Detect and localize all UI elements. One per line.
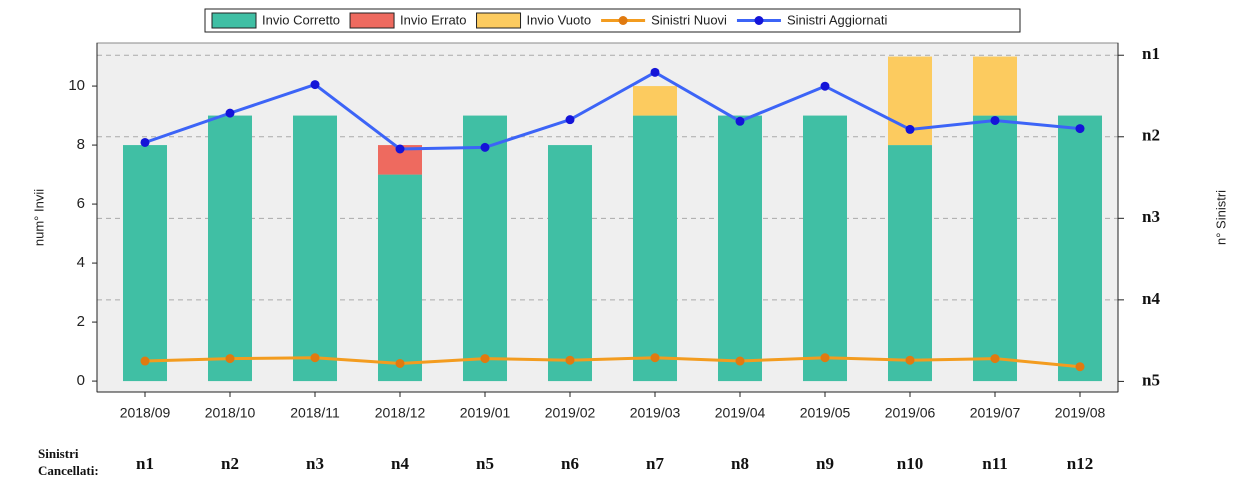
- footer-value: n9: [816, 454, 834, 473]
- footer-value: n11: [982, 454, 1008, 473]
- x-tick-label: 2019/07: [970, 405, 1021, 421]
- point: [310, 80, 320, 90]
- footer-value: n4: [391, 454, 409, 473]
- legend-marker: [618, 16, 628, 25]
- y-axis-title: num° Invii: [31, 189, 46, 246]
- y2-tick-label: n4: [1142, 289, 1160, 308]
- y-tick-label: 6: [77, 195, 85, 212]
- point: [140, 137, 150, 147]
- legend-marker: [754, 16, 764, 25]
- x-tick-label: 2018/10: [205, 405, 256, 421]
- legend-label: Invio Corretto: [262, 12, 340, 27]
- point: [480, 142, 490, 152]
- legend-label: Sinistri Nuovi: [651, 12, 727, 27]
- point: [820, 81, 830, 91]
- x-tick-label: 2019/08: [1055, 405, 1106, 421]
- y2-tick-label: n1: [1142, 44, 1160, 63]
- bar: [633, 86, 677, 116]
- footer-value: n5: [476, 454, 494, 473]
- bar: [208, 115, 252, 382]
- x-tick-label: 2019/02: [545, 405, 596, 421]
- legend-label: Sinistri Aggiornati: [787, 12, 888, 27]
- footer-value: n7: [646, 454, 664, 473]
- footer-value: n3: [306, 454, 324, 473]
- bar: [1058, 115, 1102, 382]
- y-tick-label: 4: [77, 254, 85, 271]
- point: [990, 115, 1000, 125]
- x-tick-label: 2018/12: [375, 405, 426, 421]
- bar: [378, 174, 422, 382]
- bar: [123, 145, 167, 382]
- point: [395, 144, 405, 154]
- point: [140, 356, 150, 366]
- footer-value: n1: [136, 454, 154, 473]
- footer-label: Cancellati:: [38, 463, 99, 478]
- bar: [973, 56, 1017, 116]
- x-tick-label: 2019/03: [630, 405, 681, 421]
- bar: [293, 115, 337, 382]
- bar: [463, 115, 507, 382]
- point: [1075, 362, 1085, 372]
- point: [225, 354, 235, 364]
- footer-value: n6: [561, 454, 579, 473]
- y2-tick-label: n5: [1142, 370, 1160, 389]
- footer-value: n10: [897, 454, 923, 473]
- legend-label: Invio Errato: [400, 12, 466, 27]
- y-tick-label: 2: [77, 313, 85, 330]
- footer-value: n8: [731, 454, 749, 473]
- point: [735, 356, 745, 366]
- point: [395, 358, 405, 368]
- point: [480, 354, 490, 364]
- line: [144, 356, 1081, 369]
- point: [735, 116, 745, 126]
- x-tick-label: 2019/05: [800, 405, 851, 421]
- legend: Invio Corretto Invio Errato Invio Vuoto Sin…: [204, 8, 1021, 33]
- footer-label: Sinistri: [38, 446, 79, 461]
- point: [310, 353, 320, 363]
- point: [990, 354, 1000, 364]
- x-tick-label: 2018/11: [290, 405, 340, 421]
- point: [650, 67, 660, 77]
- line: [144, 70, 1081, 151]
- legend-swatch: [211, 12, 257, 29]
- footer-value: n2: [221, 454, 239, 473]
- point: [565, 355, 575, 365]
- y-tick-label: 0: [77, 372, 85, 389]
- y-tick-label: 8: [77, 136, 85, 153]
- bar: [973, 115, 1017, 382]
- bar: [888, 145, 932, 382]
- point: [1075, 124, 1085, 134]
- y-tick-label: 10: [68, 77, 85, 94]
- point: [905, 124, 915, 134]
- bar: [718, 115, 762, 382]
- legend-label: Invio Vuoto: [527, 12, 592, 27]
- point: [905, 355, 915, 365]
- footer-value: n12: [1067, 454, 1093, 473]
- point: [225, 108, 235, 118]
- bar: [633, 115, 677, 382]
- y2-axis-title: n° Sinistri: [1213, 190, 1228, 245]
- legend-swatch: [349, 12, 395, 29]
- x-tick-label: 2019/06: [885, 405, 936, 421]
- x-tick-label: 2019/04: [715, 405, 766, 421]
- point: [650, 353, 660, 363]
- point: [820, 353, 830, 363]
- x-tick-label: 2019/01: [460, 405, 511, 421]
- bar: [548, 145, 592, 382]
- y2-tick-label: n3: [1142, 207, 1160, 226]
- legend-swatch: [476, 12, 522, 29]
- y2-tick-label: n2: [1142, 126, 1160, 145]
- bar: [803, 115, 847, 382]
- point: [565, 115, 575, 125]
- x-tick-label: 2018/09: [120, 405, 171, 421]
